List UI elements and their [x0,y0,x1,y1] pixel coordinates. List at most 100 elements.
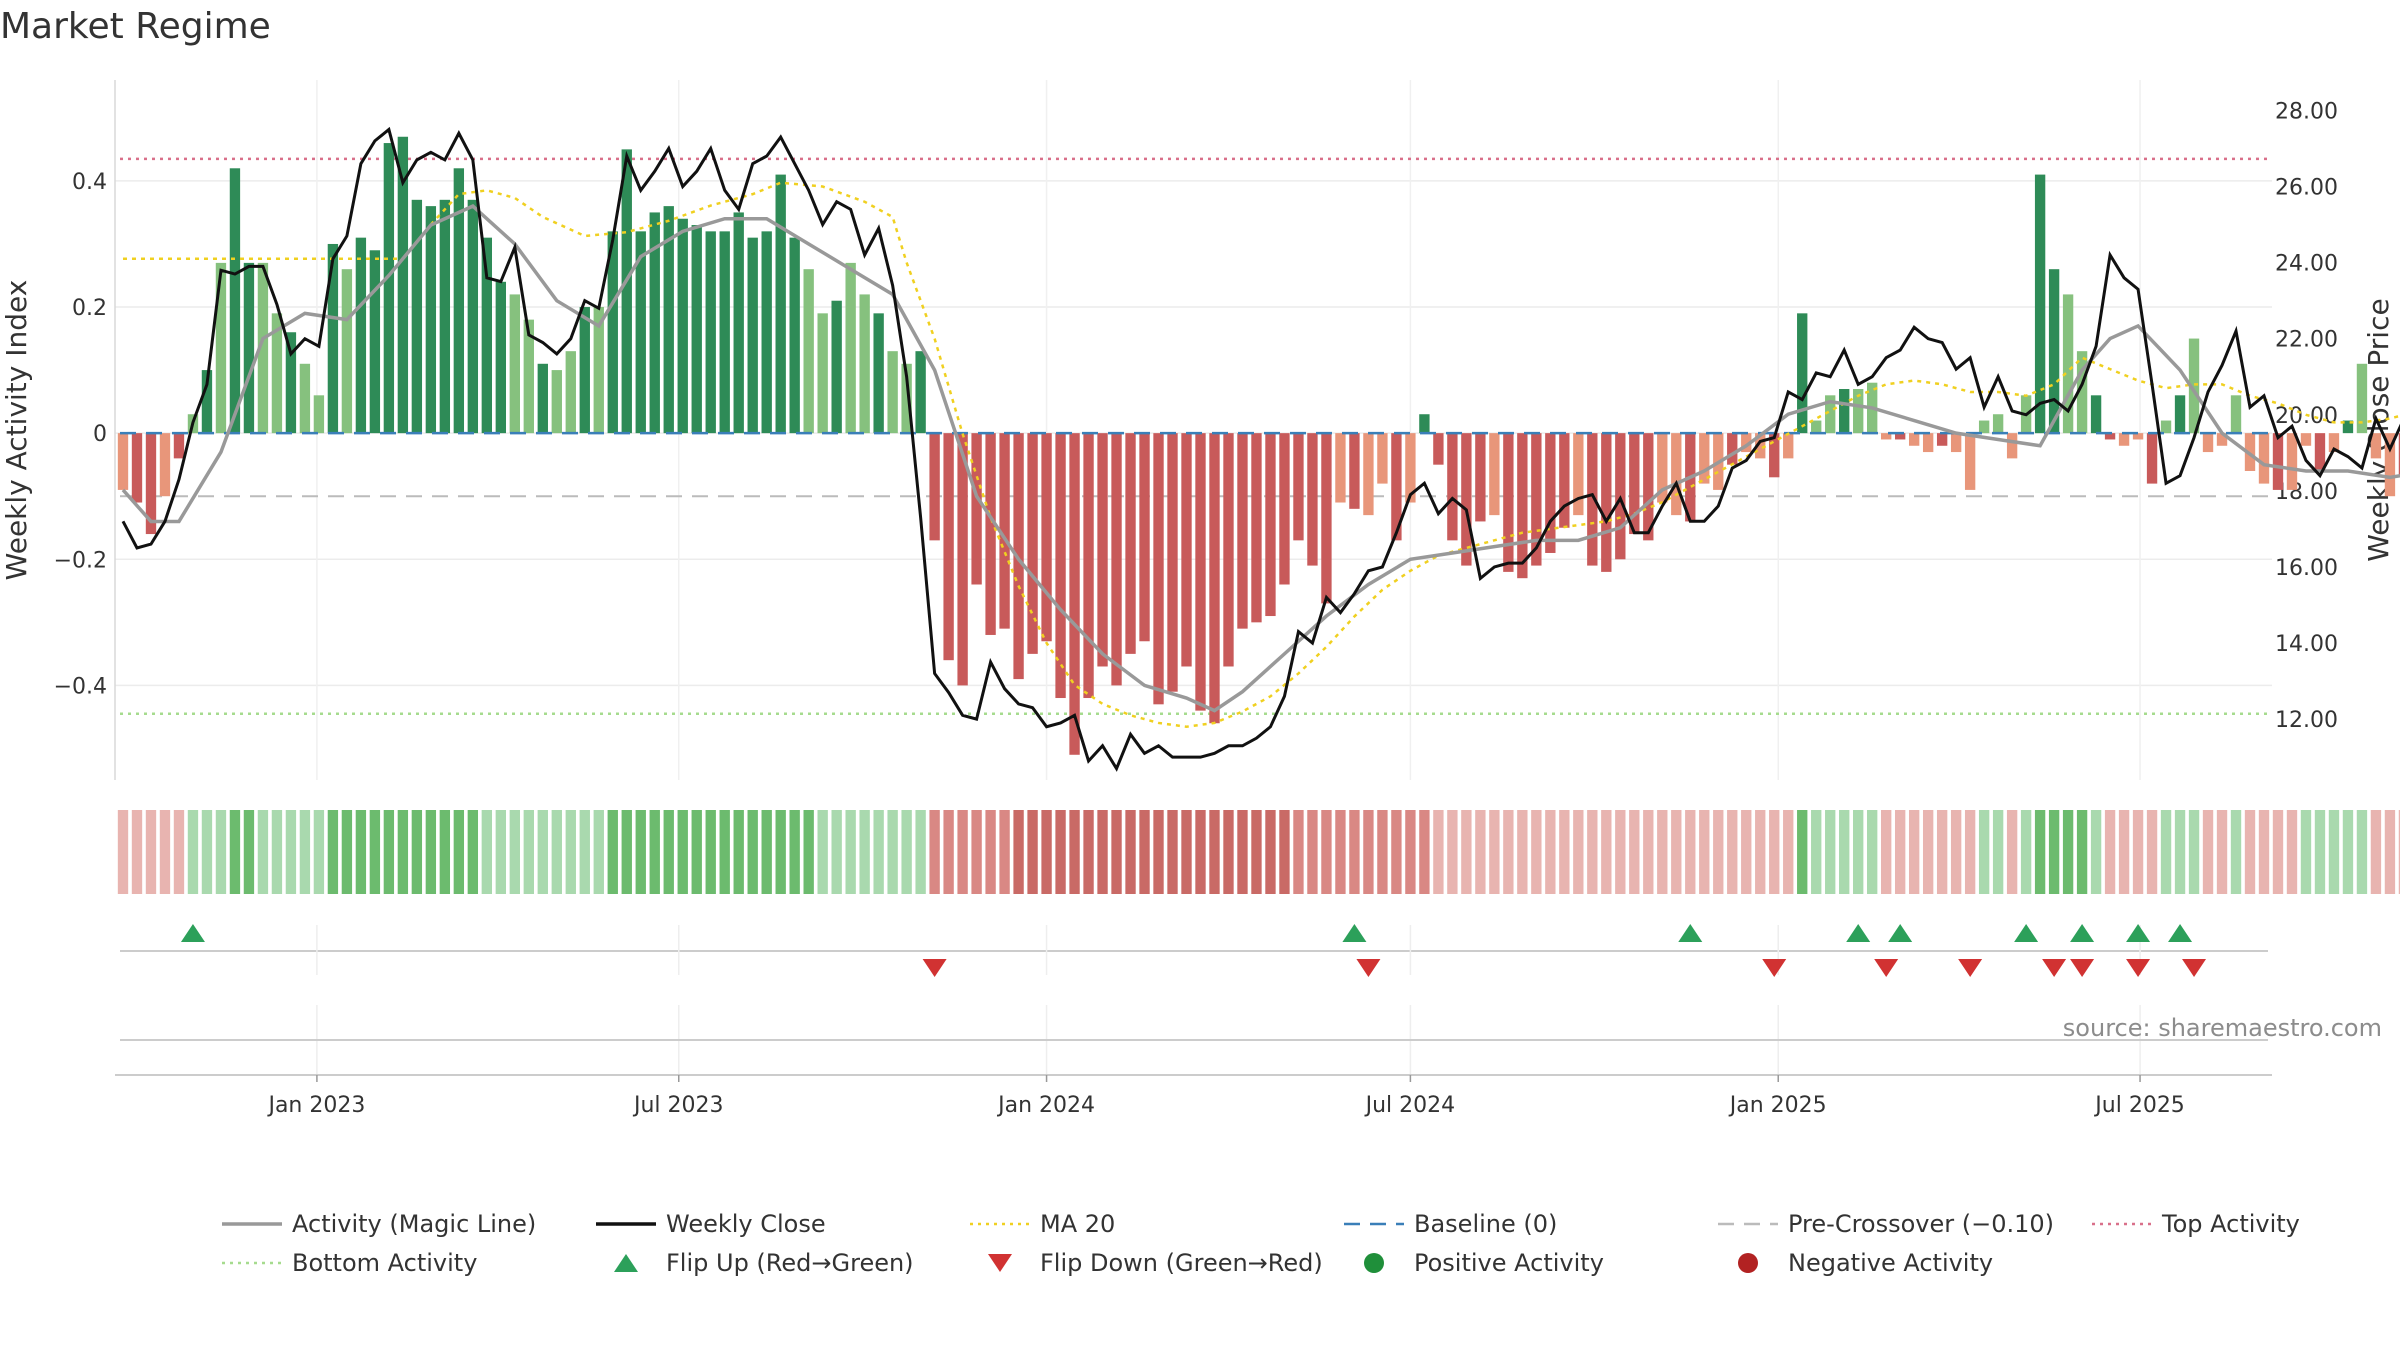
regime-strip-cell [383,810,395,894]
activity-bar [411,199,423,434]
activity-bar [971,433,982,585]
legend-swatch [614,1254,638,1272]
legend-label: Flip Down (Green→Red) [1040,1249,1323,1277]
activity-bar [355,237,367,434]
activity-bar [285,332,297,434]
regime-strip-cell [607,810,618,894]
activity-bar [817,313,828,434]
regime-strip-cell [733,810,744,894]
activity-bar [2356,363,2368,434]
activity-bar [1223,433,1234,667]
activity-bar [1699,433,1710,484]
activity-bar [985,433,996,635]
regime-strip-cell [2314,810,2326,894]
regime-strip-cell [929,810,940,894]
regime-strip-cell [621,810,632,894]
activity-bar [803,269,814,434]
activity-bar [1503,433,1514,572]
activity-bar [2118,433,2130,446]
y-left-tick-label: −0.4 [54,674,107,699]
regime-strip-cell [1321,810,1332,894]
y-right-tick-label: 20.00 [2275,404,2338,429]
activity-bar [1783,433,1794,459]
activity-bar [663,206,674,434]
regime-strip-cell [2202,810,2214,894]
activity-bar [719,231,730,434]
regime-strip-cell [2370,810,2382,894]
regime-strip-cell [537,810,548,894]
activity-bar [929,433,940,541]
activity-bar [2300,433,2312,446]
activity-bar [1125,433,1136,654]
regime-strip-cell [859,810,870,894]
flip-up-marker [1678,924,1703,942]
activity-bar [1545,433,1556,553]
activity-bar [999,433,1010,629]
regime-strip-cell [1083,810,1094,894]
regime-strip-cell [831,810,842,894]
activity-bar [509,294,520,434]
activity-bar [1825,395,1836,434]
activity-bar [1209,433,1220,724]
activity-bar [173,433,185,459]
regime-strip-cell [1657,810,1668,894]
regime-strip-cell [313,810,325,894]
activity-bar [313,395,325,434]
activity-bar [369,250,381,434]
regime-strip-cell [2132,810,2144,894]
regime-strip-cell [999,810,1010,894]
regime-strip-cell [1825,810,1836,894]
regime-strip-cell [1643,810,1654,894]
legend-label: MA 20 [1040,1210,1115,1238]
legend-item: Weekly Close [596,1210,826,1238]
regime-strip-cell [1055,810,1066,894]
activity-bar [1936,433,1948,446]
activity-bar [1489,433,1500,516]
regime-strip-cell [1153,810,1164,894]
activity-bar [2258,433,2270,484]
activity-bar [887,351,898,434]
activity-bar [1349,433,1360,509]
flip-up-marker [2168,924,2193,942]
regime-strip-cell [1685,810,1696,894]
activity-bar [2216,433,2228,446]
regime-strip-cell [1671,810,1682,894]
regime-strip-cell [691,810,702,894]
regime-strip-cell [243,810,255,894]
regime-strip-cell [1587,810,1598,894]
activity-bar [2342,420,2354,434]
regime-strip-cell [1615,810,1626,894]
y-left-axis-label: Weekly Activity Index [0,280,33,581]
regime-strip-cell [747,810,758,894]
y-left-tick-label: 0 [93,422,107,447]
x-tick-label: Jul 2025 [2093,1093,2185,1118]
flip-down-marker [2070,959,2095,977]
activity-bar [1964,433,1976,490]
regime-strip-cell [1531,810,1542,894]
regime-strip-cell [957,810,968,894]
activity-bar [1894,433,1906,440]
regime-strip-cell [1335,810,1346,894]
regime-strip-cell [215,810,227,894]
regime-strip-cell [187,810,199,894]
activity-bar [1055,433,1066,699]
flip-down-marker [2042,959,2067,977]
x-tick-label: Jan 2025 [1728,1093,1827,1118]
activity-bar [383,143,395,434]
regime-strip-cell [1181,810,1192,894]
activity-bar [943,433,954,661]
legend-label: Pre-Crossover (−0.10) [1788,1210,2054,1238]
legend-item: Top Activity [2092,1210,2300,1238]
flip-down-marker [1958,959,1983,977]
activity-bar [1992,414,2004,434]
regime-strip-cell [1713,810,1724,894]
activity-bar [1237,433,1248,629]
regime-strip-cell [2258,810,2270,894]
regime-strip-cell [327,810,339,894]
y-right-tick-label: 28.00 [2275,99,2338,124]
activity-bar [1755,433,1766,459]
activity-bar [299,363,311,434]
activity-bar [1363,433,1374,516]
regime-strip-cell [803,810,814,894]
activity-bar [327,243,339,434]
